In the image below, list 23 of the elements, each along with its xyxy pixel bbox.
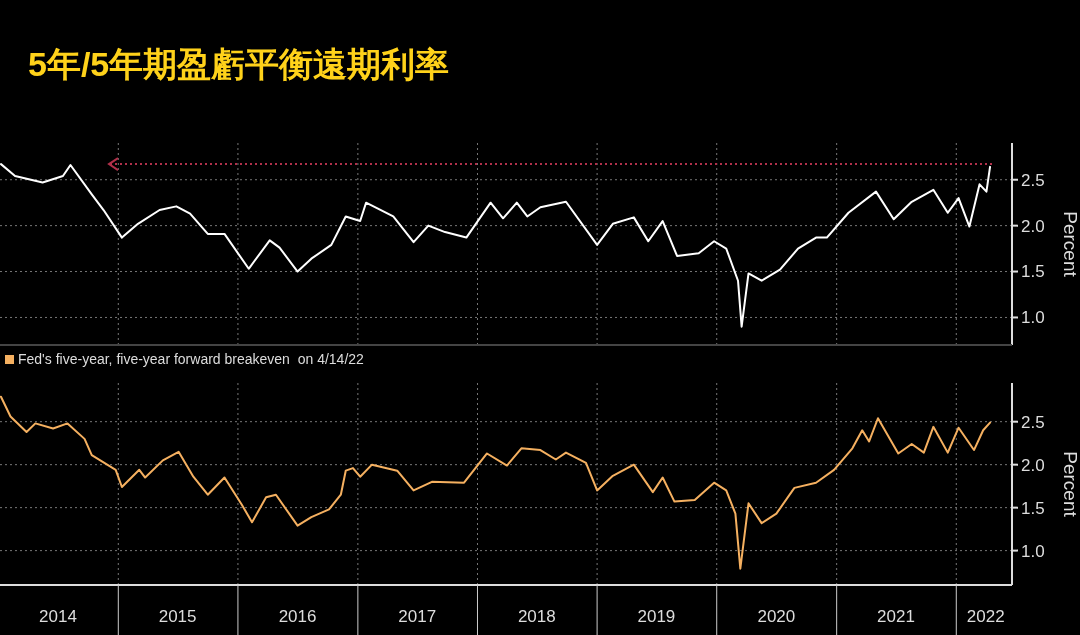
legend-label: Fed's five-year, five-year forward breakeven on 4/14/22	[18, 351, 365, 367]
x-tick-label: 2020	[757, 607, 796, 626]
chart-title: 5年/5年期盈虧平衡遠期利率	[28, 45, 450, 83]
y-tick-label: 2.5	[1021, 170, 1045, 190]
x-tick-label: 2015	[158, 607, 197, 626]
x-tick-label: 2016	[278, 607, 317, 626]
x-tick-label: 2018	[517, 607, 556, 626]
y-tick-label: 1.5	[1021, 262, 1045, 282]
y-axis-title: Percent	[1060, 211, 1080, 278]
x-tick-label: 2014	[39, 607, 77, 626]
line-series	[0, 163, 992, 328]
x-tick-label: 2021	[877, 607, 915, 626]
y-tick-label: 1.0	[1021, 308, 1045, 328]
y-tick-label: 1.5	[1021, 498, 1045, 518]
y-tick-label: 2.5	[1021, 412, 1045, 432]
y-axis-title: Percent	[1060, 451, 1080, 518]
x-tick-label: 2017	[398, 607, 437, 626]
line-series	[0, 395, 992, 570]
y-tick-label: 2.0	[1021, 455, 1045, 475]
x-tick-label: 2019	[637, 607, 676, 626]
y-tick-label: 2.0	[1021, 216, 1045, 236]
y-tick-label: 1.0	[1021, 541, 1045, 561]
x-tick-label: 2022	[966, 607, 1005, 626]
